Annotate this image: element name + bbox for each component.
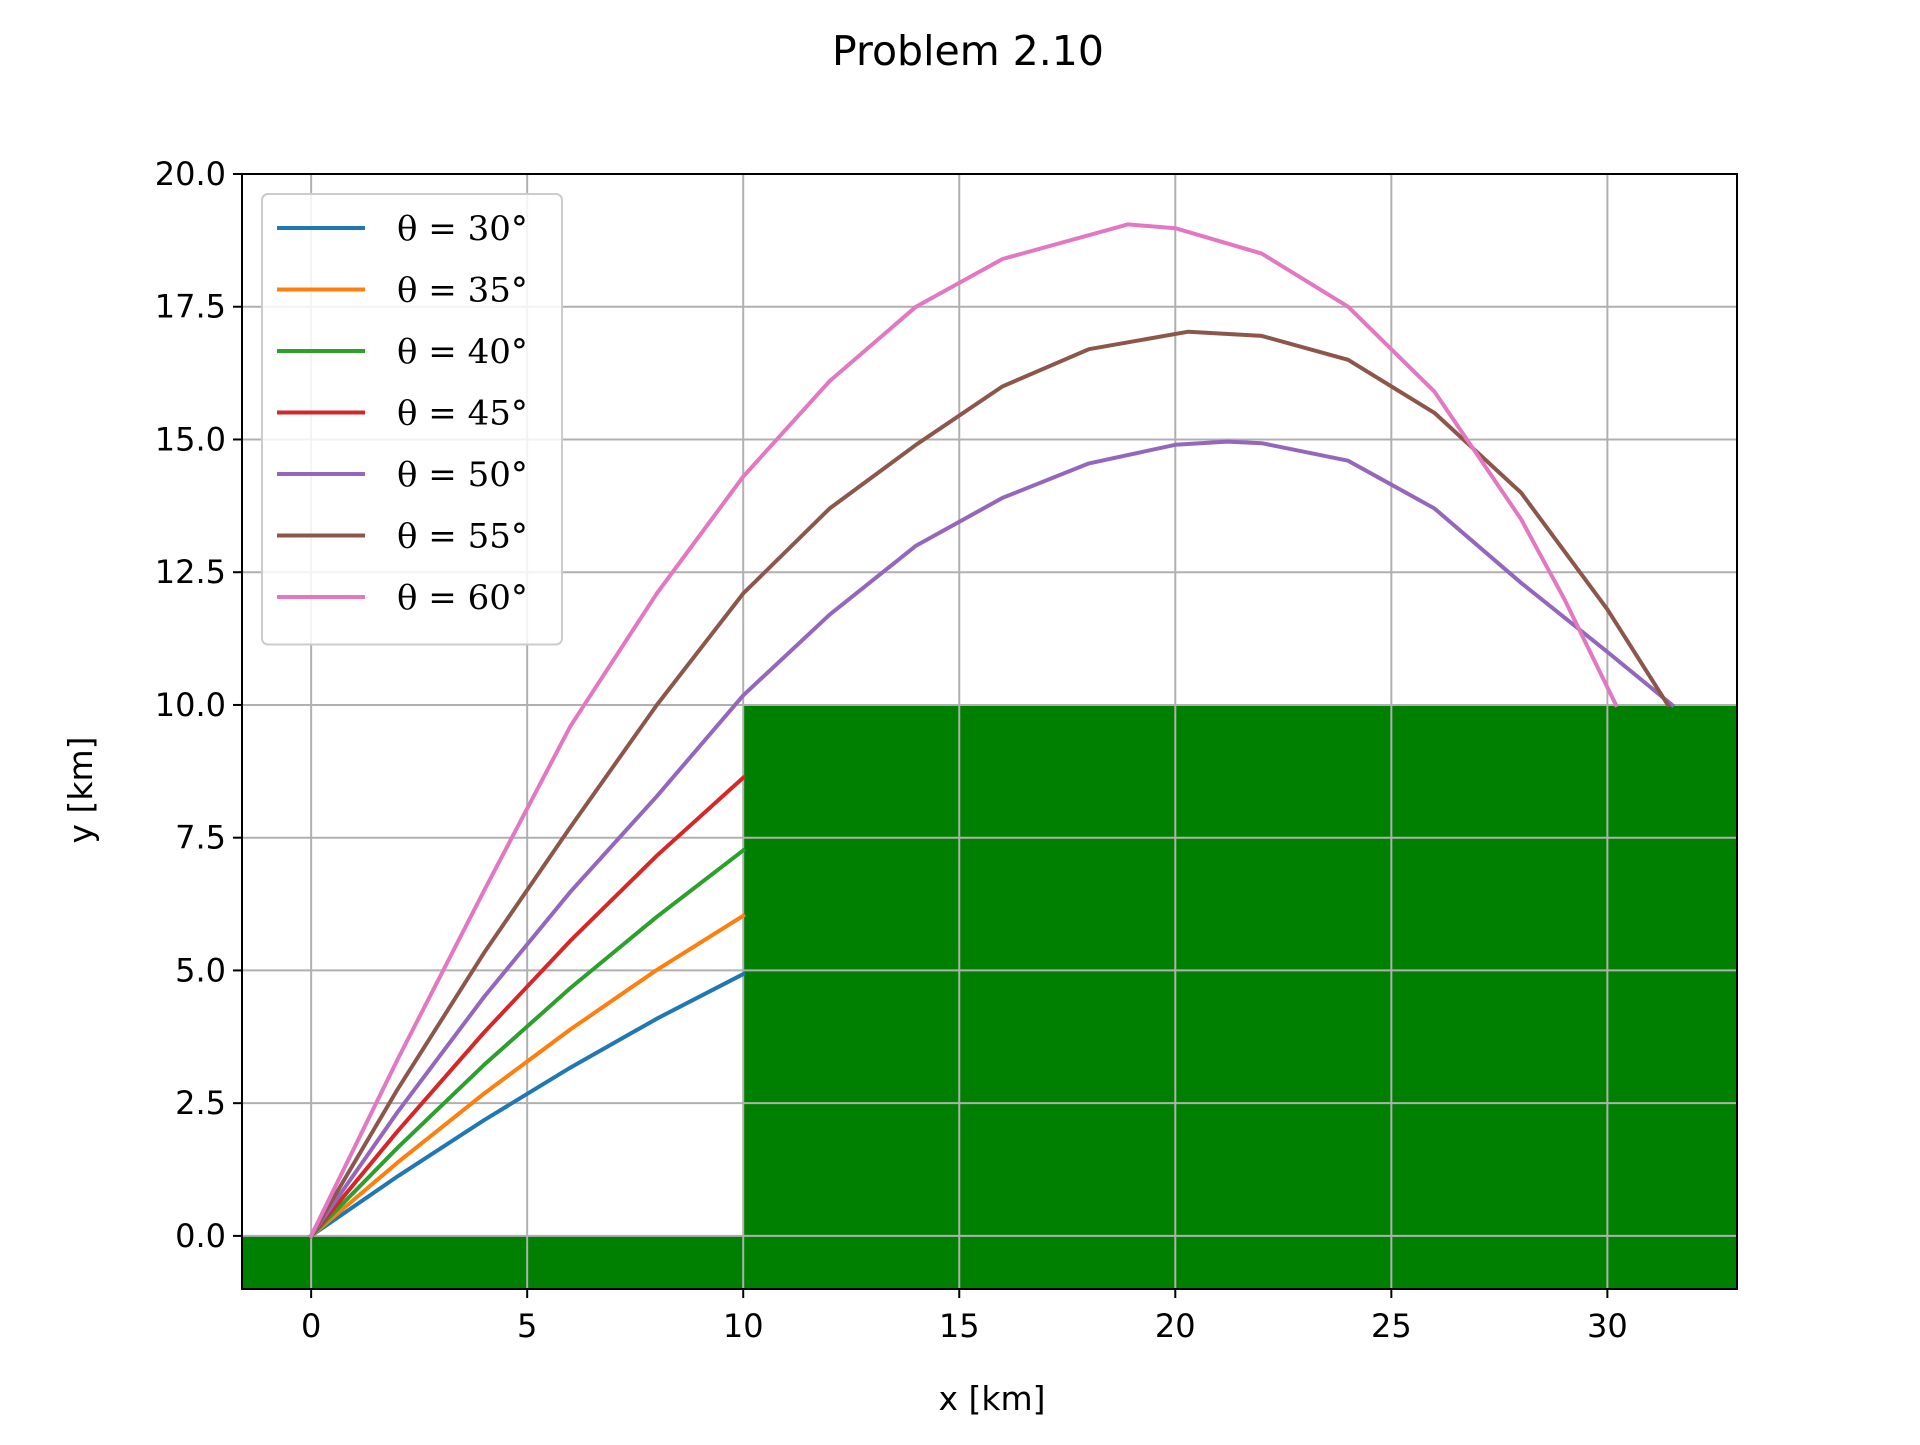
series-line-7 xyxy=(308,222,1619,1239)
x-tick-label-6: 30 xyxy=(1587,1307,1628,1345)
legend-label-1: θ = 30° xyxy=(397,209,528,249)
x-tick-label-0: 0 xyxy=(301,1307,321,1345)
legend-label-7: θ = 60° xyxy=(397,578,528,618)
y-tick-label-8: 20.0 xyxy=(155,155,226,193)
legend-label-2: θ = 35° xyxy=(397,271,528,311)
series-line-6 xyxy=(308,329,1671,1239)
legend-label-4: θ = 45° xyxy=(397,394,528,434)
plot-area: 0 5 10 15 20 25 30 0.0 2.5 5.0 7.5 10.0 12.5 15.0 17.5… xyxy=(155,155,1738,1345)
series-line-1 xyxy=(308,971,746,1239)
x-tick-label-2: 10 xyxy=(723,1307,764,1345)
x-tick-label-4: 20 xyxy=(1155,1307,1196,1345)
y-tick-label-6: 15.0 xyxy=(155,420,226,458)
axes-frame xyxy=(241,173,1738,1290)
legend-label-3: θ = 40° xyxy=(397,332,528,372)
y-tick-label-3: 7.5 xyxy=(175,819,226,857)
series-line-2 xyxy=(308,912,746,1239)
y-tick-label-1: 2.5 xyxy=(175,1084,226,1122)
terrain-region-0 xyxy=(242,1235,744,1289)
y-tick-label-4: 10.0 xyxy=(155,686,226,724)
x-tick-label-3: 15 xyxy=(939,1307,980,1345)
x-tick-label-5: 25 xyxy=(1371,1307,1412,1345)
legend-box xyxy=(261,193,563,646)
series-line-3 xyxy=(308,847,747,1239)
terrain-region-1 xyxy=(742,704,1737,1289)
y-tick-label-0: 0.0 xyxy=(175,1217,226,1255)
x-axis-label: x [km] xyxy=(938,1379,1045,1418)
series-line-4 xyxy=(308,774,747,1239)
chart-title: Problem 2.10 xyxy=(832,27,1104,75)
series-line-5 xyxy=(308,439,1676,1239)
y-tick-label-2: 5.0 xyxy=(175,951,226,989)
x-tick-label-1: 5 xyxy=(517,1307,537,1345)
legend-label-5: θ = 50° xyxy=(397,455,528,495)
legend-label-6: θ = 55° xyxy=(397,517,528,557)
y-tick-label-5: 12.5 xyxy=(155,553,226,591)
y-tick-label-7: 17.5 xyxy=(155,288,226,326)
y-axis-label: y [km] xyxy=(61,736,100,843)
